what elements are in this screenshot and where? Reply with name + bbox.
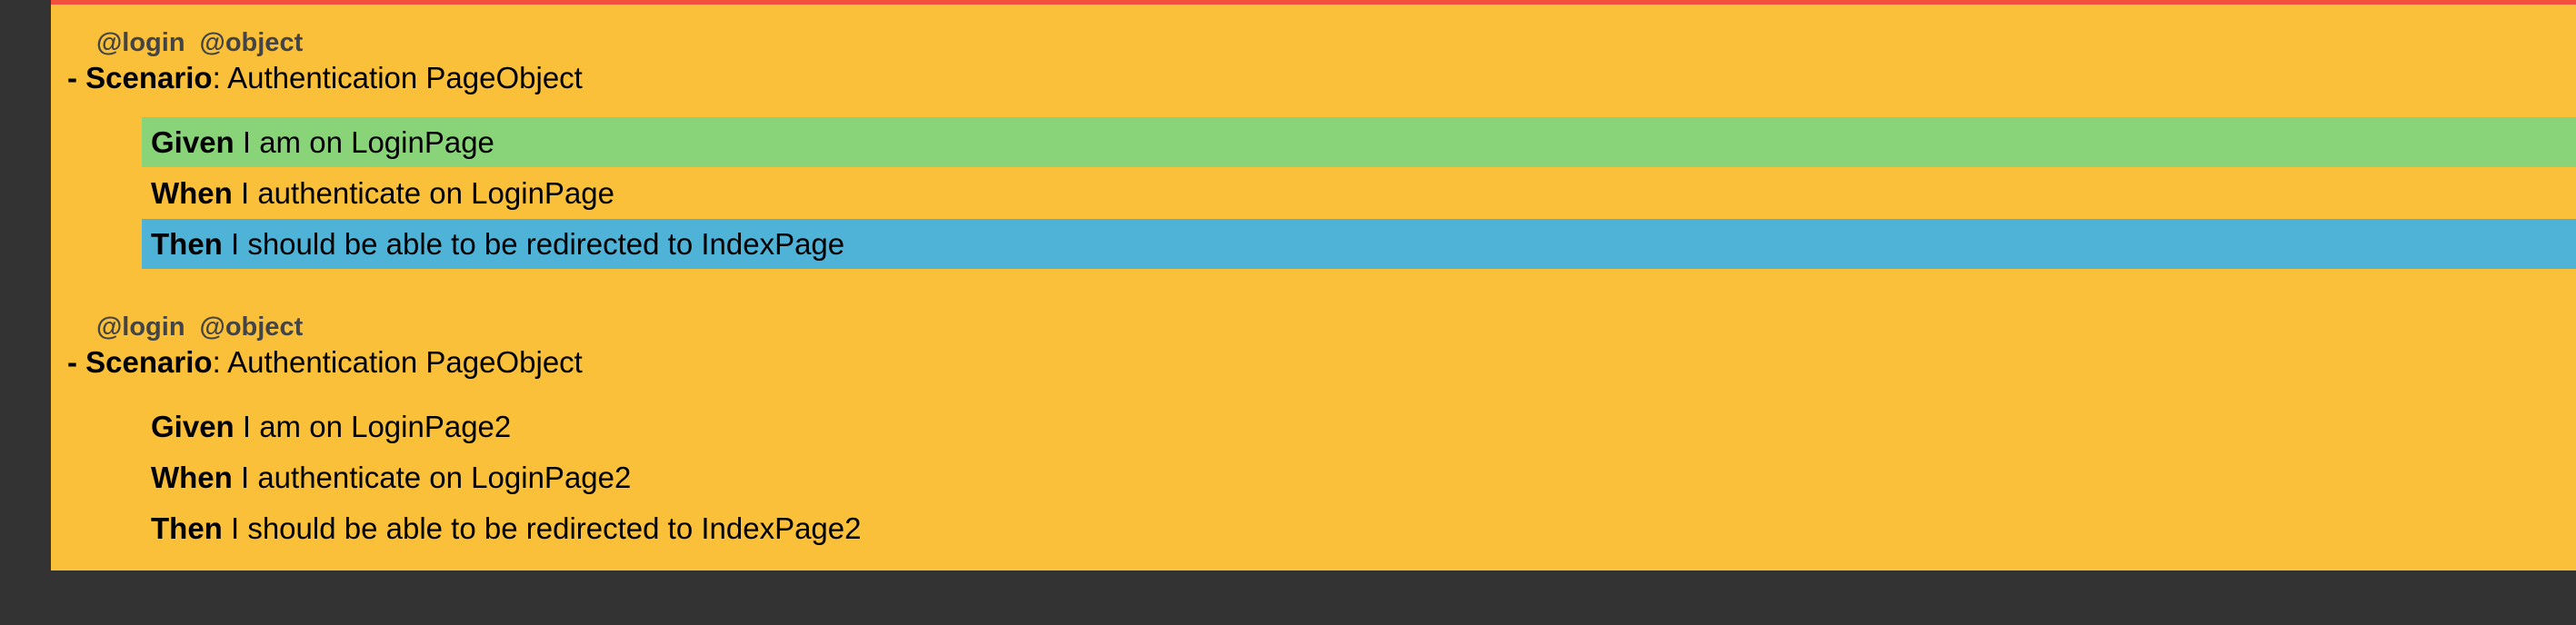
- step-text: I authenticate on LoginPage2: [232, 461, 632, 494]
- scenario-title: - Scenario: Authentication PageObject: [67, 345, 583, 380]
- scenario-report: @login @object - Scenario: Authentication…: [51, 0, 2576, 570]
- scenario-tags: @login @object: [96, 28, 317, 58]
- scenario-prefix: - Scenario: [67, 345, 213, 379]
- step-text: I should be able to be redirected to Ind…: [222, 511, 862, 545]
- step-keyword: Then: [151, 227, 223, 261]
- scenario-tags: @login @object: [96, 312, 317, 342]
- step-keyword: Given: [151, 410, 235, 443]
- step-given: Given I am on LoginPage: [142, 117, 2576, 167]
- step-keyword: Given: [151, 125, 235, 159]
- scenario-prefix: - Scenario: [67, 61, 213, 94]
- step-when: When I authenticate on LoginPage: [142, 168, 2576, 218]
- step-then: Then I should be able to be redirected t…: [142, 219, 2576, 269]
- step-keyword: When: [151, 176, 233, 210]
- tag-login: @login: [96, 312, 185, 342]
- step-text: I authenticate on LoginPage: [232, 176, 614, 210]
- step-text: I am on LoginPage: [234, 125, 494, 159]
- step-keyword: When: [151, 461, 233, 494]
- scenario-name: : Authentication PageObject: [212, 345, 583, 379]
- step-given: Given I am on LoginPage2: [142, 402, 2576, 451]
- step-keyword: Then: [151, 511, 223, 545]
- tag-login: @login: [96, 28, 185, 57]
- step-text: I am on LoginPage2: [234, 410, 512, 443]
- tag-object: @object: [199, 28, 304, 57]
- scenario-name: : Authentication PageObject: [212, 61, 583, 94]
- scenario-title: - Scenario: Authentication PageObject: [67, 61, 583, 95]
- step-when: When I authenticate on LoginPage2: [142, 452, 2576, 502]
- step-text: I should be able to be redirected to Ind…: [222, 227, 845, 261]
- step-then: Then I should be able to be redirected t…: [142, 503, 2576, 553]
- tag-object: @object: [199, 312, 304, 342]
